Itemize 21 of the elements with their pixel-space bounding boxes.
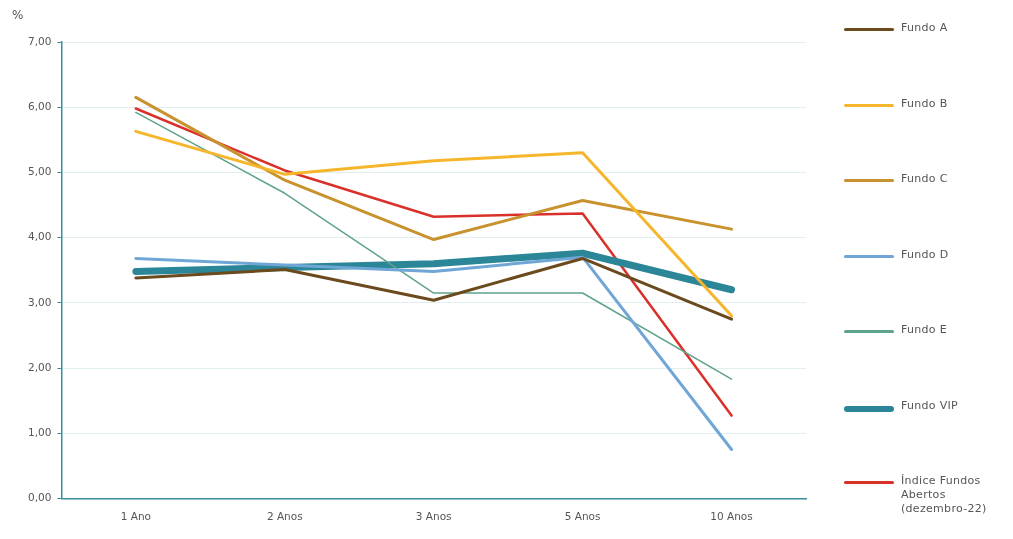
- x-tick-label: 10 Anos: [710, 510, 753, 523]
- x-tick-label: 1 Ano: [120, 510, 151, 523]
- y-tick-label: 0,00: [27, 491, 52, 504]
- y-tick-label: 2,00: [27, 360, 52, 373]
- y-axis-title: %: [12, 8, 24, 23]
- x-tick-label: 2 Anos: [266, 510, 303, 523]
- y-tick-label: 6,00: [27, 99, 52, 112]
- legend-label: Fundo B: [901, 96, 949, 111]
- y-tick-label: 3,00: [27, 295, 52, 308]
- legend-label: Índice Fundos Abertos (dezembro-22): [901, 474, 988, 516]
- x-tick-label: 5 Anos: [564, 510, 601, 523]
- y-tick-label: 7,00: [27, 34, 52, 47]
- legend-label: Fundo E: [901, 323, 948, 337]
- legend-label: Fundo A: [901, 21, 949, 35]
- legend-label: Fundo C: [901, 172, 949, 186]
- y-tick-label: 5,00: [27, 165, 52, 178]
- y-tick-label: 4,00: [27, 230, 52, 243]
- x-tick-label: 3 Anos: [415, 510, 452, 523]
- y-tick-label: 1,00: [27, 425, 52, 438]
- legend-label: Fundo D: [901, 247, 950, 262]
- legend-label: Fundo VIP: [901, 398, 959, 413]
